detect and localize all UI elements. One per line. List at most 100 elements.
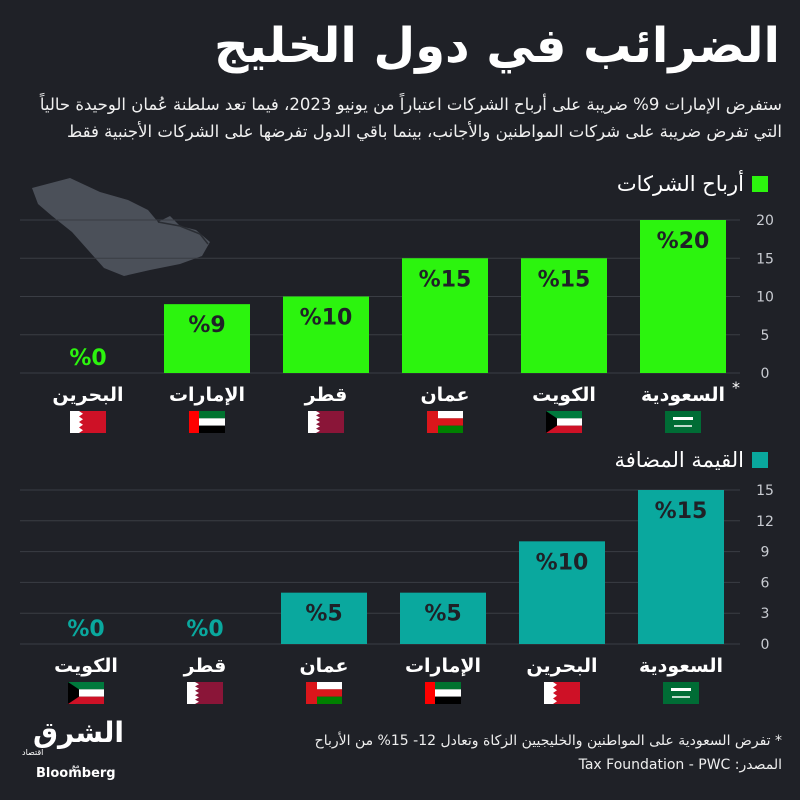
chart1-flag-2-red-bar <box>427 411 438 433</box>
chart1-flag-0-script <box>673 417 693 420</box>
asharq-bloomberg-logo: الشرق اقتصاد مع Bloomberg <box>14 716 124 782</box>
oman-flag <box>306 682 342 704</box>
legend-vat: القيمة المضافة <box>614 448 768 472</box>
chart2-bar-value: %0 <box>67 617 104 642</box>
bahrain-flag <box>544 682 580 704</box>
chart1-ytick: 20 <box>756 213 774 229</box>
subtitle-line-1: ستفرض الإمارات 9% ضريبة على أرباح الشركا… <box>39 95 782 114</box>
chart2-flag-2-white <box>425 689 461 697</box>
oman-flag <box>427 411 463 433</box>
saudi-flag <box>665 411 701 433</box>
chart2-flag-3-green <box>306 696 342 704</box>
chart1-ytick: 0 <box>761 366 770 382</box>
chart1-bar-value: %10 <box>300 306 353 331</box>
chart2-ytick: 12 <box>756 514 774 530</box>
chart1-category-label: عمان <box>420 384 469 406</box>
chart1-category-label: البحرين <box>52 384 123 406</box>
legend-corporate-tax: أرباح الشركات <box>617 172 768 196</box>
chart1-flag-5-white <box>70 411 83 433</box>
chart1-flag-0-green <box>665 411 701 433</box>
saudi-flag <box>663 682 699 704</box>
chart1-bar <box>283 296 369 373</box>
chart1-flag-4-green <box>189 411 225 419</box>
chart2-bar <box>638 490 724 644</box>
chart2-flag-0-green <box>663 682 699 704</box>
chart1-flag-4-white <box>189 418 225 426</box>
chart2-bar-value: %10 <box>536 550 589 575</box>
chart1-flag-1-green <box>546 411 582 419</box>
chart2-ytick: 3 <box>761 606 770 622</box>
chart2-bar <box>400 592 486 644</box>
chart1-bar <box>402 258 488 373</box>
logo-name: الشرق <box>32 716 124 749</box>
bahrain-flag <box>70 411 106 433</box>
chart1-ytick: 10 <box>756 290 774 306</box>
chart1-flag-1-red <box>546 425 582 433</box>
chart2-category-label: الكويت <box>54 655 118 677</box>
chart1-flag-3-white <box>308 411 320 433</box>
chart2-bar-value: %15 <box>655 499 708 524</box>
chart1-bar-value: %9 <box>188 313 225 338</box>
logo-tag: اقتصاد <box>22 748 44 757</box>
chart2-category-label: البحرين <box>526 655 597 677</box>
chart2-bar-value: %0 <box>186 617 223 642</box>
legend-swatch-vat <box>752 452 768 468</box>
chart1-category-label: قطر <box>304 384 348 406</box>
chart1-flag-3-maroon <box>308 411 344 433</box>
chart2-ytick: 0 <box>761 637 770 653</box>
chart2-flag-3-red-bar <box>306 682 317 704</box>
chart2-flag-3-white <box>306 682 342 690</box>
legend-label-corporate: أرباح الشركات <box>616 172 744 196</box>
chart2-flag-1-red <box>544 682 580 704</box>
chart1-category-label: الكويت <box>532 384 596 406</box>
chart2-flag-4-white <box>187 682 199 704</box>
chart2-flag-5-red <box>68 696 104 704</box>
chart1-flag-1-white <box>546 418 582 426</box>
legend-label-vat: القيمة المضافة <box>614 448 744 472</box>
qatar-flag <box>187 682 223 704</box>
chart2-bar <box>519 541 605 644</box>
chart1-flag-1-black <box>546 411 557 433</box>
chart1-flag-4-red <box>189 411 199 433</box>
uae-flag <box>425 682 461 704</box>
chart2-flag-5-green <box>68 682 104 690</box>
page-title: الضرائب في دول الخليج <box>213 18 781 74</box>
chart1-bar-value: %20 <box>657 229 710 254</box>
chart2-bar-value: %5 <box>305 602 342 627</box>
chart1-flag-2-white <box>427 411 463 419</box>
chart1-bar <box>640 220 726 373</box>
chart2-bar-value: %5 <box>424 602 461 627</box>
chart1-ytick: 5 <box>761 328 770 344</box>
chart2-flag-2-red <box>425 682 435 704</box>
logo-partner: Bloomberg <box>36 766 116 781</box>
uae-flag <box>189 411 225 433</box>
logo-with: مع <box>72 762 80 770</box>
chart2-flag-4-maroon <box>187 682 223 704</box>
chart2-category-label: السعودية <box>639 655 723 677</box>
chart1-category-label: السعودية <box>641 384 725 406</box>
chart2-ytick: 6 <box>761 575 770 591</box>
chart1-flag-5-red <box>70 411 106 433</box>
chart2-flag-0-script <box>671 688 691 691</box>
chart1-category-label: الإمارات <box>169 384 245 406</box>
source-note: المصدر: Tax Foundation - PWC <box>578 757 782 773</box>
chart1-bar-value: %15 <box>538 267 591 292</box>
chart1-ytick: 15 <box>756 251 774 267</box>
chart1-flag-4-black <box>189 425 225 433</box>
chart2-category-label: قطر <box>183 655 227 677</box>
kuwait-flag <box>546 411 582 433</box>
chart2-category-label: الإمارات <box>405 655 481 677</box>
asterisk-mark: * <box>732 378 740 397</box>
chart1-bar-value: %15 <box>419 267 472 292</box>
chart2-bar <box>281 592 367 644</box>
chart2-flag-5-white <box>68 689 104 697</box>
chart2-category-label: عمان <box>299 655 348 677</box>
chart2-ytick: 15 <box>756 483 774 499</box>
legend-swatch-corporate <box>752 176 768 192</box>
chart2-ytick: 9 <box>761 545 770 561</box>
chart2-flag-3-red <box>306 689 342 697</box>
chart2-flag-1-white <box>544 682 557 704</box>
gulf-map-image <box>32 178 210 276</box>
chart1-bar <box>521 258 607 373</box>
